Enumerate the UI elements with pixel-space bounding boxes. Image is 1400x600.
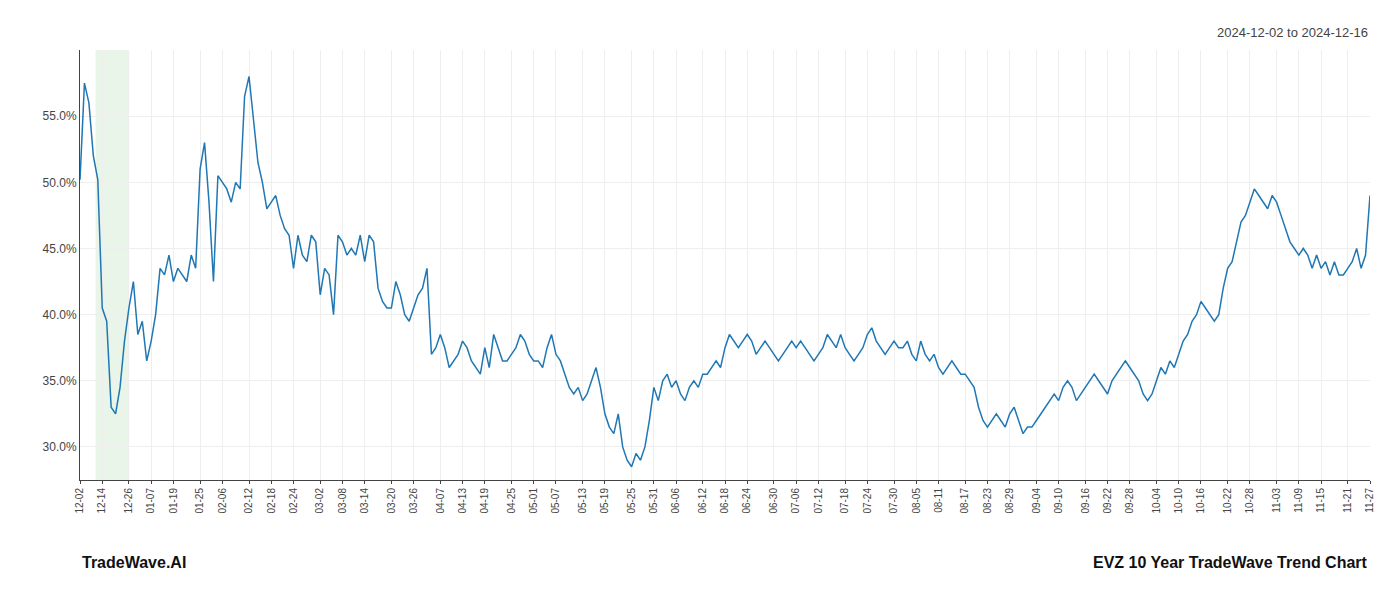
- svg-text:08-29: 08-29: [1004, 488, 1015, 514]
- svg-text:TradeWave.AI: TradeWave.AI: [82, 554, 186, 571]
- svg-text:08-17: 08-17: [959, 488, 970, 514]
- svg-text:10-28: 10-28: [1244, 488, 1255, 514]
- svg-text:09-28: 09-28: [1124, 488, 1135, 514]
- svg-text:11-09: 11-09: [1293, 488, 1304, 513]
- svg-text:09-04: 09-04: [1031, 488, 1042, 514]
- svg-text:12-26: 12-26: [123, 488, 134, 514]
- svg-text:01-07: 01-07: [145, 488, 156, 514]
- svg-text:12-02: 12-02: [74, 488, 85, 514]
- svg-text:06-06: 06-06: [670, 488, 681, 514]
- svg-text:EVZ 10 Year TradeWave Trend Ch: EVZ 10 Year TradeWave Trend Chart: [1093, 554, 1368, 571]
- svg-text:30.0%: 30.0%: [43, 440, 77, 454]
- svg-text:01-25: 01-25: [194, 488, 205, 514]
- svg-text:55.0%: 55.0%: [43, 109, 77, 123]
- svg-text:04-13: 04-13: [457, 488, 468, 514]
- svg-text:08-11: 08-11: [933, 488, 944, 513]
- svg-text:11-15: 11-15: [1315, 488, 1326, 513]
- svg-text:03-02: 03-02: [314, 488, 325, 514]
- svg-text:05-31: 05-31: [648, 488, 659, 514]
- svg-text:10-22: 10-22: [1222, 488, 1233, 514]
- svg-text:05-19: 05-19: [599, 488, 610, 514]
- svg-text:07-06: 07-06: [790, 488, 801, 514]
- svg-text:04-07: 04-07: [435, 488, 446, 514]
- svg-text:35.0%: 35.0%: [43, 374, 77, 388]
- svg-text:05-13: 05-13: [577, 488, 588, 514]
- svg-text:07-24: 07-24: [862, 488, 873, 514]
- svg-text:50.0%: 50.0%: [43, 176, 77, 190]
- svg-text:07-30: 07-30: [888, 488, 899, 514]
- svg-text:11-27: 11-27: [1364, 488, 1375, 513]
- svg-text:06-24: 06-24: [741, 488, 752, 514]
- svg-text:03-26: 03-26: [408, 488, 419, 514]
- svg-text:05-01: 05-01: [528, 488, 539, 514]
- svg-text:06-30: 06-30: [768, 488, 779, 514]
- svg-text:06-18: 06-18: [719, 488, 730, 514]
- svg-text:10-04: 10-04: [1151, 488, 1162, 514]
- svg-text:10-16: 10-16: [1195, 488, 1206, 514]
- svg-text:03-08: 03-08: [337, 488, 348, 514]
- svg-text:10-10: 10-10: [1173, 488, 1184, 514]
- svg-text:09-16: 09-16: [1080, 488, 1091, 514]
- svg-text:09-10: 09-10: [1053, 488, 1064, 514]
- svg-text:2024-12-02 to 2024-12-16: 2024-12-02 to 2024-12-16: [1217, 25, 1368, 40]
- svg-text:45.0%: 45.0%: [43, 242, 77, 256]
- svg-text:07-12: 07-12: [813, 488, 824, 514]
- svg-text:12-14: 12-14: [96, 488, 107, 514]
- svg-text:01-19: 01-19: [168, 488, 179, 514]
- svg-text:04-25: 04-25: [506, 488, 517, 514]
- svg-text:40.0%: 40.0%: [43, 308, 77, 322]
- svg-text:11-21: 11-21: [1342, 488, 1353, 513]
- svg-text:07-18: 07-18: [839, 488, 850, 514]
- svg-text:02-12: 02-12: [243, 488, 254, 514]
- svg-text:05-07: 05-07: [550, 488, 561, 514]
- svg-text:02-06: 02-06: [217, 488, 228, 514]
- svg-text:08-23: 08-23: [982, 488, 993, 514]
- svg-text:03-20: 03-20: [386, 488, 397, 514]
- svg-text:02-18: 02-18: [266, 488, 277, 514]
- svg-text:04-19: 04-19: [479, 488, 490, 514]
- svg-text:11-03: 11-03: [1271, 488, 1282, 513]
- svg-text:03-14: 03-14: [359, 488, 370, 514]
- svg-text:06-12: 06-12: [697, 488, 708, 514]
- svg-text:08-05: 08-05: [911, 488, 922, 514]
- svg-text:02-24: 02-24: [288, 488, 299, 514]
- svg-text:05-25: 05-25: [626, 488, 637, 514]
- svg-text:09-22: 09-22: [1102, 488, 1113, 514]
